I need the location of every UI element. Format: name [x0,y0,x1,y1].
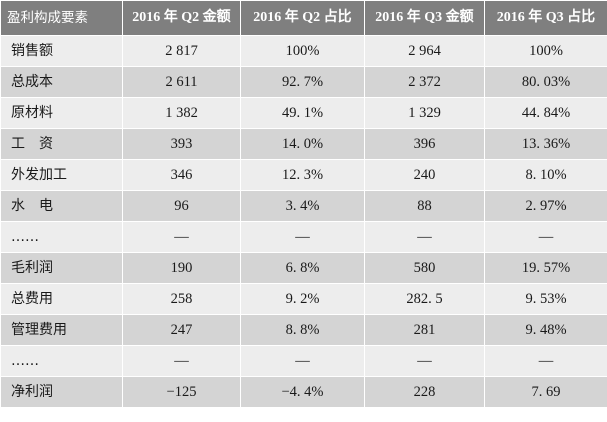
q2-amount-cell: 247 [122,314,241,346]
q2-share-cell: 100% [240,35,365,67]
table-row: 管理费用 247 8. 8% 281 9. 48% [0,314,607,346]
table-row: 总费用 258 9. 2% 282. 5 9. 53% [0,283,607,315]
q2-share-cell: 3. 4% [240,190,365,222]
q3-amount-cell: 240 [364,159,485,191]
q2-amount-cell: — [122,345,241,377]
q2-amount-cell: 393 [122,128,241,160]
q3-amount-cell: 228 [364,376,485,408]
row-label: 原材料 [0,97,123,129]
q2-share-cell: 6. 8% [240,252,365,284]
row-label: 管理费用 [0,314,123,346]
q2-share-cell: 8. 8% [240,314,365,346]
q3-share-cell: 9. 48% [484,314,607,346]
q2-amount-cell: 346 [122,159,241,191]
table-header-row: 盈利构成要素 2016 年 Q2 金额 2016 年 Q2 占比 2016 年 … [0,0,607,36]
q2-amount-cell: 2 611 [122,66,241,98]
q2-amount-cell: 258 [122,283,241,315]
q2-share-cell: — [240,345,365,377]
q2-amount-cell: 2 817 [122,35,241,67]
q3-amount-cell: 1 329 [364,97,485,129]
row-label: 销售额 [0,35,123,67]
q2-amount-cell: — [122,221,241,253]
header-q3-amount: 2016 年 Q3 金额 [364,0,485,36]
q2-amount-cell: 1 382 [122,97,241,129]
q3-amount-cell: 396 [364,128,485,160]
table-row: 毛利润 190 6. 8% 580 19. 57% [0,252,607,284]
header-q2-share: 2016 年 Q2 占比 [240,0,365,36]
table-row: 净利润 −125 −4. 4% 228 7. 69 [0,376,607,408]
table-row: 外发加工 346 12. 3% 240 8. 10% [0,159,607,191]
row-label: 外发加工 [0,159,123,191]
row-label: 工 资 [0,128,123,160]
q3-amount-cell: 88 [364,190,485,222]
q2-amount-cell: 96 [122,190,241,222]
q3-amount-cell: 281 [364,314,485,346]
q3-share-cell: 2. 97% [484,190,607,222]
profit-composition-table: 盈利构成要素 2016 年 Q2 金额 2016 年 Q2 占比 2016 年 … [0,0,607,408]
q3-share-cell: — [484,345,607,377]
table-row: 原材料 1 382 49. 1% 1 329 44. 84% [0,97,607,129]
table-row: …… — — — — [0,221,607,253]
q3-share-cell: 80. 03% [484,66,607,98]
q3-amount-cell: — [364,345,485,377]
q2-share-cell: −4. 4% [240,376,365,408]
q2-share-cell: 92. 7% [240,66,365,98]
q2-share-cell: 49. 1% [240,97,365,129]
q2-share-cell: 12. 3% [240,159,365,191]
q3-share-cell: 7. 69 [484,376,607,408]
table-row: 销售额 2 817 100% 2 964 100% [0,35,607,67]
q3-share-cell: 44. 84% [484,97,607,129]
q3-share-cell: — [484,221,607,253]
q3-share-cell: 9. 53% [484,283,607,315]
q2-share-cell: — [240,221,365,253]
header-q2-amount: 2016 年 Q2 金额 [122,0,241,36]
row-label: 总成本 [0,66,123,98]
q2-share-cell: 14. 0% [240,128,365,160]
q3-share-cell: 100% [484,35,607,67]
q2-amount-cell: 190 [122,252,241,284]
q3-share-cell: 8. 10% [484,159,607,191]
row-label: 净利润 [0,376,123,408]
table-row: …… — — — — [0,345,607,377]
row-label: 总费用 [0,283,123,315]
q3-share-cell: 19. 57% [484,252,607,284]
q3-amount-cell: 282. 5 [364,283,485,315]
q3-share-cell: 13. 36% [484,128,607,160]
table-row: 水 电 96 3. 4% 88 2. 97% [0,190,607,222]
q2-share-cell: 9. 2% [240,283,365,315]
q3-amount-cell: — [364,221,485,253]
q3-amount-cell: 2 372 [364,66,485,98]
row-label: 水 电 [0,190,123,222]
row-label: …… [0,221,123,253]
q3-amount-cell: 2 964 [364,35,485,67]
row-label: 毛利润 [0,252,123,284]
header-q3-share: 2016 年 Q3 占比 [484,0,607,36]
row-label: …… [0,345,123,377]
table-row: 总成本 2 611 92. 7% 2 372 80. 03% [0,66,607,98]
q2-amount-cell: −125 [122,376,241,408]
header-profit-element: 盈利构成要素 [0,0,123,36]
q3-amount-cell: 580 [364,252,485,284]
table-row: 工 资 393 14. 0% 396 13. 36% [0,128,607,160]
